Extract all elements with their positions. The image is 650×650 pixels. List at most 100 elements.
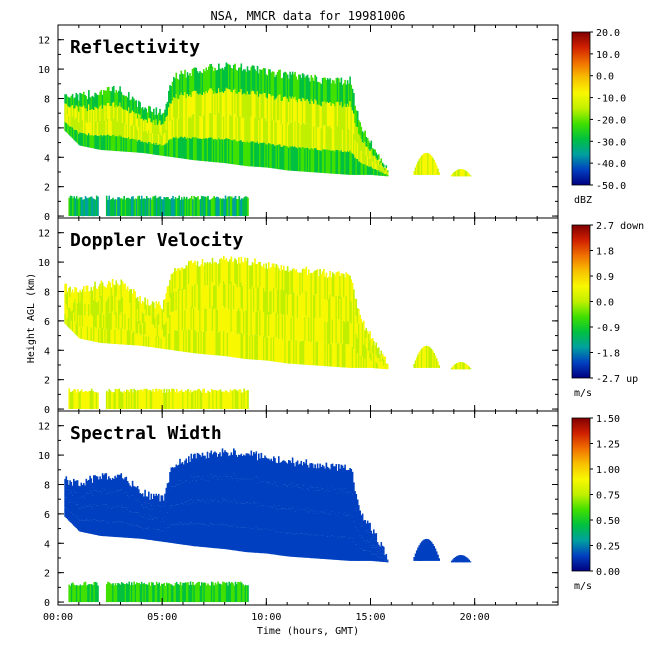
data-cell	[298, 98, 300, 123]
data-cell	[230, 67, 233, 92]
data-cell	[309, 510, 311, 535]
data-cell	[315, 270, 318, 294]
data-cell	[215, 139, 218, 163]
data-cell	[308, 512, 310, 536]
data-cell	[134, 318, 136, 332]
data-cell	[255, 476, 258, 503]
data-cell	[208, 286, 210, 309]
data-cell	[341, 513, 344, 537]
data-cell	[171, 292, 174, 312]
data-cell	[155, 198, 158, 217]
data-cell	[273, 96, 275, 121]
data-cell	[196, 138, 199, 161]
data-cell	[83, 312, 85, 327]
data-cell	[275, 462, 278, 486]
data-cell	[278, 505, 280, 531]
data-cell	[306, 488, 309, 512]
data-cell	[235, 117, 238, 141]
data-cell	[189, 138, 191, 160]
data-cell	[231, 309, 234, 334]
data-cell	[158, 336, 160, 349]
data-cell	[143, 517, 145, 529]
data-cell	[283, 484, 285, 509]
data-cell	[138, 323, 140, 335]
data-cell	[255, 264, 258, 288]
data-cell	[88, 584, 90, 603]
data-cell	[268, 311, 270, 337]
data-cell	[173, 486, 175, 506]
data-cell	[235, 308, 238, 334]
data-cell	[424, 153, 427, 175]
data-cell	[201, 95, 204, 118]
data-cell	[250, 141, 253, 167]
data-cell	[99, 106, 101, 121]
data-cell	[201, 139, 204, 161]
data-cell	[114, 521, 116, 537]
data-cell	[311, 534, 314, 559]
data-cell	[356, 514, 359, 531]
data-cell	[269, 507, 271, 531]
data-cell	[179, 310, 181, 331]
data-cell	[149, 118, 151, 131]
data-cell	[145, 496, 148, 508]
data-cell	[304, 316, 306, 341]
data-cell	[101, 473, 104, 489]
data-cell	[83, 119, 85, 133]
data-cell	[124, 392, 127, 410]
data-cell	[284, 508, 286, 533]
data-cell	[298, 318, 300, 342]
data-cell	[247, 585, 249, 602]
data-cell	[135, 321, 138, 334]
data-cell	[182, 582, 184, 602]
data-cell	[175, 388, 178, 410]
data-cell	[95, 476, 98, 491]
data-cell	[183, 464, 185, 485]
data-cell	[129, 524, 131, 538]
data-cell	[71, 514, 74, 525]
data-cell	[213, 116, 215, 140]
data-cell	[229, 478, 231, 503]
data-cell	[149, 529, 151, 540]
data-cell	[83, 299, 85, 313]
data-cell	[294, 121, 296, 147]
data-cell	[115, 585, 118, 603]
y-tick-label: 6	[44, 124, 50, 135]
data-cell	[318, 490, 320, 514]
data-cell	[139, 493, 141, 505]
data-cell	[153, 302, 155, 314]
data-cell	[248, 453, 250, 479]
data-cell	[369, 349, 371, 359]
data-cell	[276, 532, 279, 556]
data-cell	[176, 330, 179, 351]
x-axis-label: Time (hours, GMT)	[257, 626, 359, 637]
data-cell	[261, 481, 264, 506]
data-cell	[219, 68, 221, 93]
data-cell	[385, 366, 388, 368]
data-cell	[164, 392, 167, 410]
data-cell	[285, 121, 288, 146]
data-cell	[225, 476, 228, 501]
data-cell	[116, 490, 119, 506]
data-cell	[161, 124, 164, 135]
data-cell	[126, 481, 129, 496]
data-cell	[73, 322, 75, 333]
data-cell	[118, 315, 120, 330]
data-cell	[266, 529, 269, 554]
data-cell	[356, 127, 359, 143]
data-cell	[118, 506, 120, 522]
data-cell	[263, 481, 265, 506]
data-cell	[459, 555, 462, 563]
data-cell	[213, 93, 215, 117]
data-cell	[256, 116, 259, 142]
data-cell	[70, 502, 73, 513]
data-cell	[143, 388, 145, 410]
data-cell	[320, 342, 323, 366]
data-cell	[227, 392, 229, 410]
data-cell	[189, 73, 191, 95]
data-cell	[79, 302, 81, 315]
data-cell	[258, 96, 260, 121]
data-cell	[105, 315, 108, 330]
data-cell	[369, 541, 371, 552]
data-cell	[96, 520, 99, 536]
data-cell	[238, 582, 241, 603]
